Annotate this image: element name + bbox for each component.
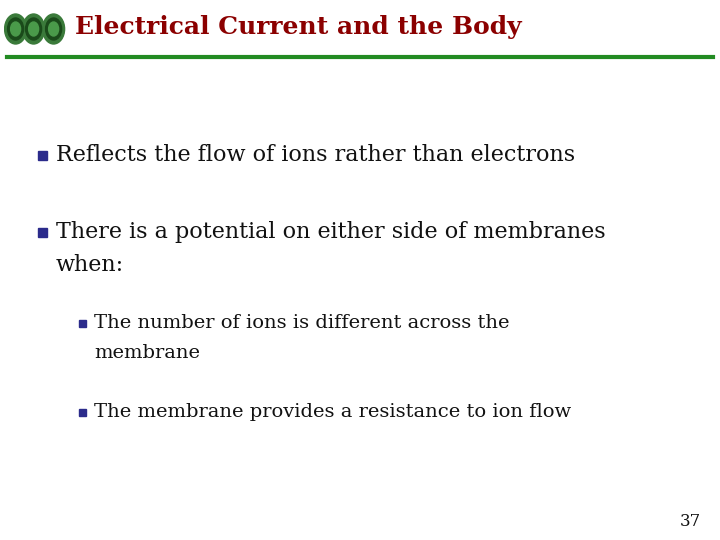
FancyBboxPatch shape xyxy=(37,151,47,159)
Text: There is a potential on either side of membranes: There is a potential on either side of m… xyxy=(56,221,606,243)
Ellipse shape xyxy=(45,18,62,40)
Ellipse shape xyxy=(29,22,39,36)
Text: The number of ions is different across the: The number of ions is different across t… xyxy=(94,314,510,332)
Ellipse shape xyxy=(8,18,24,40)
FancyBboxPatch shape xyxy=(78,320,86,327)
Text: Reflects the flow of ions rather than electrons: Reflects the flow of ions rather than el… xyxy=(56,144,575,166)
Ellipse shape xyxy=(22,14,45,44)
Ellipse shape xyxy=(49,22,58,36)
Text: when:: when: xyxy=(56,254,124,276)
Text: membrane: membrane xyxy=(94,344,200,362)
FancyBboxPatch shape xyxy=(78,408,86,415)
Text: 37: 37 xyxy=(680,514,701,530)
Ellipse shape xyxy=(26,18,42,40)
Text: The membrane provides a resistance to ion flow: The membrane provides a resistance to io… xyxy=(94,403,571,421)
Ellipse shape xyxy=(11,22,21,36)
Text: Electrical Current and the Body: Electrical Current and the Body xyxy=(75,15,521,39)
Ellipse shape xyxy=(42,14,65,44)
Ellipse shape xyxy=(4,14,27,44)
FancyBboxPatch shape xyxy=(37,227,47,237)
